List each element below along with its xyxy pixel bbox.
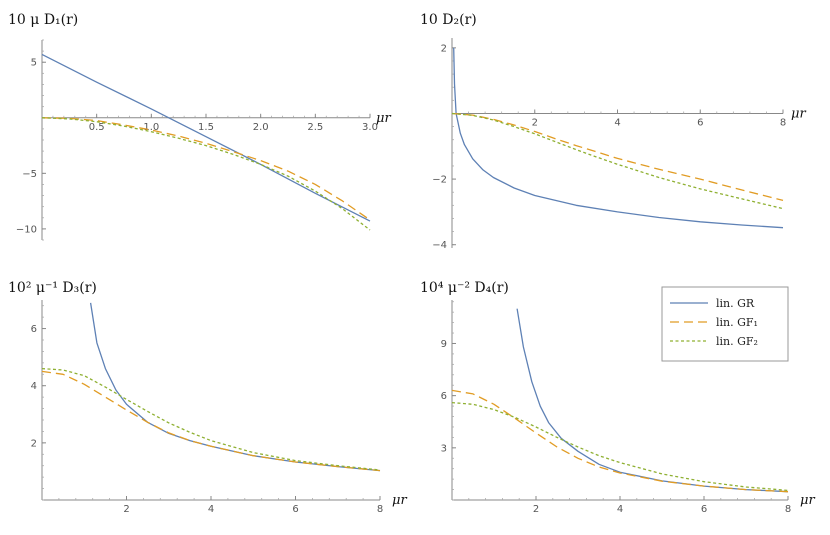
x-tick-label: 4 (614, 117, 620, 128)
y-tick-label: −5 (22, 169, 37, 180)
y-axis-label: 10 μ D₁(r) (8, 12, 78, 28)
x-tick-label: 2 (123, 504, 129, 515)
x-tick-label: 8 (377, 504, 383, 515)
y-tick-label: 5 (31, 58, 37, 69)
legend-label-gr: lin. GR (716, 297, 755, 310)
panel-3: 2 4 6 8 2 4 6 10² μ⁻¹ D₃(r) μr (8, 280, 407, 515)
legend-label-gf2: lin. GF₂ (716, 335, 758, 348)
series-line-gf2 (41, 367, 381, 471)
y-axis-label: 10 D₂(r) (420, 12, 477, 28)
series-line-gf1 (41, 370, 381, 472)
x-tick-label: 6 (292, 504, 298, 515)
x-tick-label: 2.5 (307, 122, 323, 133)
x-tick-label: 3.0 (362, 122, 378, 133)
y-tick-label: 6 (31, 324, 37, 335)
series-line-gf1 (451, 112, 784, 202)
legend-box (661, 286, 789, 362)
x-axis-label: μr (392, 493, 407, 508)
y-tick-label: 6 (441, 391, 447, 402)
y-axis-label: 10² μ⁻¹ D₃(r) (8, 280, 97, 296)
y-tick-label: −4 (432, 240, 447, 251)
y-tick-label: −10 (16, 224, 37, 235)
x-axis-label: μr (791, 106, 806, 121)
x-tick-label: 4 (208, 504, 214, 515)
panel-4: 2 4 6 8 3 6 9 10⁴ μ⁻² D₄(r) μr (420, 280, 815, 515)
x-axis-label: μr (800, 493, 815, 508)
x-tick-label: 2 (533, 504, 539, 515)
series-line-gf1 (451, 389, 789, 493)
legend-label-gf1: lin. GF₁ (716, 316, 758, 329)
series-line-gr (89, 302, 381, 472)
x-axis-label: μr (376, 111, 391, 126)
y-tick-label: 2 (441, 43, 447, 54)
y-tick-label: −2 (432, 175, 447, 186)
x-tick-label: 8 (785, 504, 791, 515)
x-tick-label: 8 (780, 117, 786, 128)
series-line-gr (41, 53, 371, 222)
y-tick-label: 4 (31, 381, 37, 392)
x-tick-label: 6 (697, 117, 703, 128)
y-tick-label: 2 (31, 438, 37, 449)
x-tick-label: 0.5 (89, 122, 105, 133)
series-line-gf2 (451, 401, 789, 492)
y-tick-label: 9 (441, 339, 447, 350)
series-line-gf2 (41, 117, 371, 231)
panel-1: 0.5 1.0 1.5 2.0 2.5 3.0 5 −5 −10 10 μ D₁(r) μr (8, 12, 391, 241)
series-line-gf2 (451, 112, 784, 210)
x-tick-label: 2.0 (253, 122, 269, 133)
panel-2: 2 4 6 8 2 −2 −4 10 D₂(r) μr (420, 12, 806, 251)
y-axis-label: 10⁴ μ⁻² D₄(r) (420, 280, 509, 296)
x-tick-label: 6 (701, 504, 707, 515)
x-tick-label: 1.0 (143, 122, 159, 133)
series-line-gr (453, 47, 784, 229)
series-line-gf1 (41, 117, 371, 221)
y-tick-label: 3 (441, 443, 447, 454)
x-tick-label: 2 (532, 117, 538, 128)
legend: lin. GR lin. GF₁ lin. GF₂ (661, 286, 789, 362)
x-tick-label: 1.5 (198, 122, 214, 133)
x-tick-label: 4 (617, 504, 623, 515)
